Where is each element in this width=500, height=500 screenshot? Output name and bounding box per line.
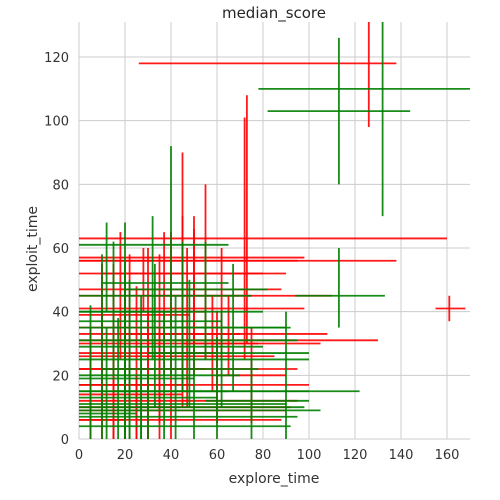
x-tick-label-5: 100	[297, 448, 322, 463]
x-tick-label-4: 80	[255, 448, 272, 463]
chart-title: median_score	[222, 4, 326, 23]
plot-area	[79, 22, 470, 439]
grid	[78, 22, 470, 440]
x-tick-label-3: 60	[209, 448, 226, 463]
y-tick-label-4: 80	[52, 178, 69, 193]
x-tick-label-6: 120	[343, 448, 368, 463]
x-tick-label-0: 0	[75, 448, 83, 463]
x-tick-label-2: 40	[163, 448, 180, 463]
y-tick-label-3: 60	[52, 242, 69, 257]
series-1	[79, 22, 470, 439]
error-bars	[79, 22, 470, 439]
y-tick-label-6: 120	[44, 51, 69, 66]
x-tick-label-1: 20	[117, 448, 134, 463]
x-tick-label-7: 140	[389, 448, 414, 463]
x-tick-label-8: 160	[435, 448, 460, 463]
y-tick-label-0: 0	[61, 433, 69, 448]
y-tick-label-5: 100	[44, 115, 69, 130]
x-axis-label: explore_time	[229, 471, 320, 487]
y-axis-label: exploit_time	[25, 206, 41, 292]
tick-labels: 0 20 40 60 80 100 120 140 160 0 20 40 60 80 100 120	[44, 51, 459, 463]
y-tick-label-1: 20	[52, 369, 69, 384]
y-tick-label-2: 40	[52, 306, 69, 321]
